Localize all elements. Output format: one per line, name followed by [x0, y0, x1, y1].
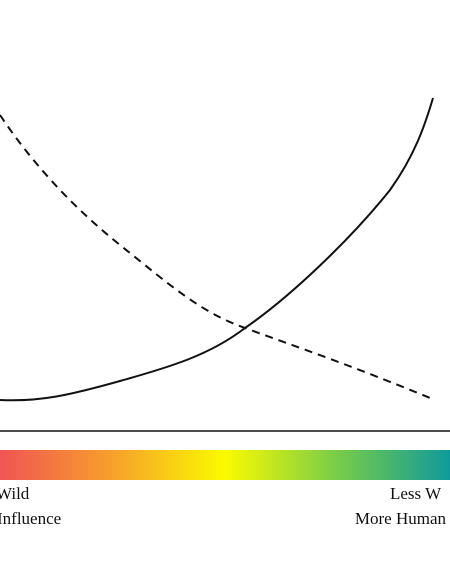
- left-label-2: Influence: [0, 509, 61, 528]
- dashed-curve: [0, 114, 436, 401]
- gradient-bar: [0, 450, 450, 480]
- solid-curve: [0, 97, 434, 402]
- left-label-1: Wild: [0, 484, 30, 503]
- right-label-1: Less W: [390, 484, 442, 503]
- right-label-2: More Human: [355, 509, 447, 528]
